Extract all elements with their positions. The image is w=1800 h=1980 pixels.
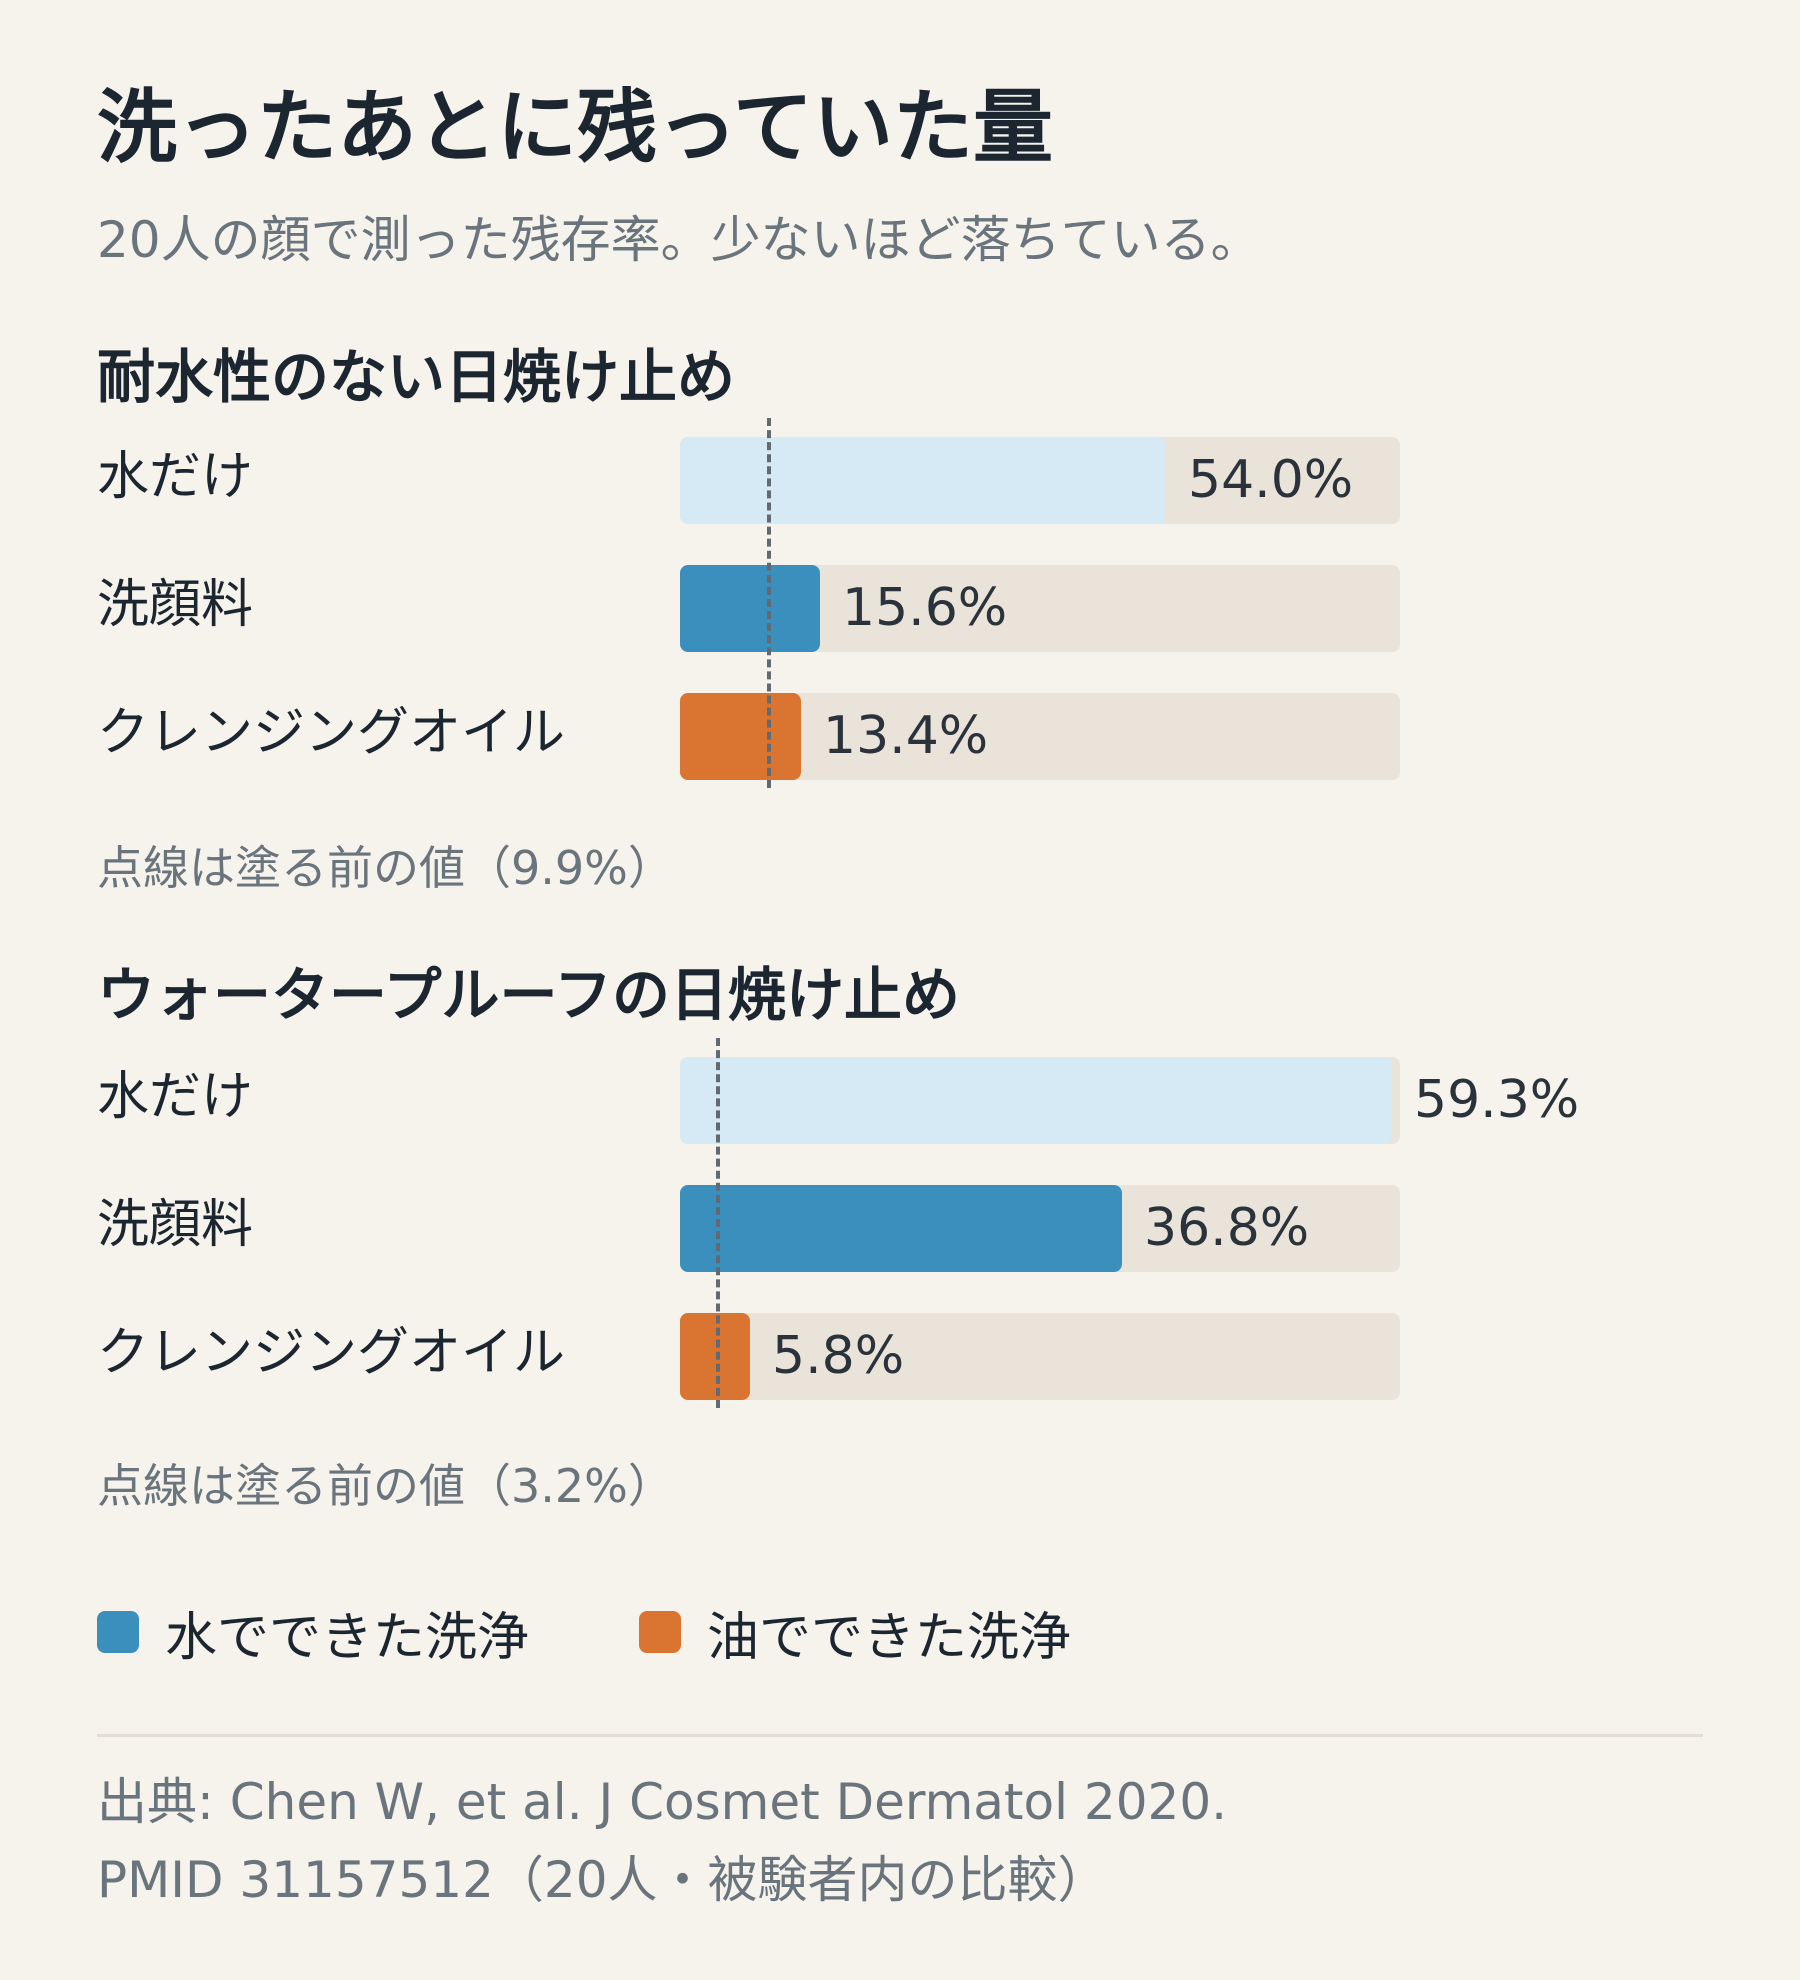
panel-1-reference-note: 点線は塗る前の値（9.9%）: [97, 841, 674, 895]
panel-2-reference-note: 点線は塗る前の値（3.2%）: [97, 1459, 674, 1513]
panel-1-bar-track: [680, 437, 1400, 524]
panel-2-title: ウォータープルーフの日焼け止め: [97, 961, 961, 1029]
panel-1-bar-track: [680, 693, 1400, 780]
panel-2-bar-cleansing-oil: [680, 1313, 750, 1400]
panel-1-row-label: クレンジングオイル: [97, 703, 566, 763]
legend-label: 水でできた洗浄: [165, 1607, 530, 1668]
panel-1-value-label: 15.6%: [842, 578, 1008, 638]
source-line-2: PMID 31157512（20人・被験者内の比較）: [97, 1851, 1108, 1909]
panel-1-row-label: 水だけ: [97, 447, 254, 507]
panel-1-bar-water: [680, 437, 1166, 524]
panel-2-bar-track: [680, 1313, 1400, 1400]
chart-figure: 洗ったあとに残っていた量 20人の顔で測った残存率。少ないほど落ちている。 耐水…: [97, 0, 1703, 1980]
panel-2-row-label: 洗顔料: [97, 1195, 254, 1255]
legend-item-oil: 油でできた洗浄: [639, 1595, 1071, 1670]
panel-1-row-label: 洗顔料: [97, 575, 254, 635]
panel-1-reference-line: [767, 418, 771, 788]
panel-1-bar-track: [680, 565, 1400, 652]
panel-2-bar-water: [680, 1057, 1392, 1144]
legend-swatch-blue: [97, 1611, 139, 1653]
panel-1-bar-cleansing-oil: [680, 693, 801, 780]
panel-1-bar-face-wash: [680, 565, 820, 652]
panel-2-bar-track: [680, 1057, 1400, 1144]
source-line-1: 出典: Chen W, et al. J Cosmet Dermatol 202…: [97, 1773, 1228, 1831]
panel-2-value-label: 59.3%: [1414, 1070, 1580, 1130]
panel-2-row-label: クレンジングオイル: [97, 1323, 566, 1383]
panel-2-bar-face-wash: [680, 1185, 1122, 1272]
panel-2-row-label: 水だけ: [97, 1067, 254, 1127]
panel-1-title: 耐水性のない日焼け止め: [97, 343, 736, 411]
panel-2-value-label: 36.8%: [1144, 1198, 1310, 1258]
panel-2-reference-line: [716, 1038, 720, 1408]
page-title: 洗ったあとに残っていた量: [97, 81, 1053, 174]
panel-2-bar-track: [680, 1185, 1400, 1272]
legend: 水でできた洗浄 油でできた洗浄: [97, 1602, 1181, 1668]
legend-swatch-orange: [639, 1611, 682, 1653]
panel-2-value-label: 5.8%: [772, 1326, 905, 1386]
legend-label: 油でできた洗浄: [707, 1607, 1072, 1668]
page-subtitle: 20人の顔で測った残存率。少ないほど落ちている。: [97, 211, 1261, 269]
panel-1-value-label: 13.4%: [823, 706, 989, 766]
divider: [97, 1734, 1703, 1737]
legend-item-water: 水でできた洗浄: [97, 1595, 529, 1670]
panel-1-value-label: 54.0%: [1188, 450, 1354, 510]
